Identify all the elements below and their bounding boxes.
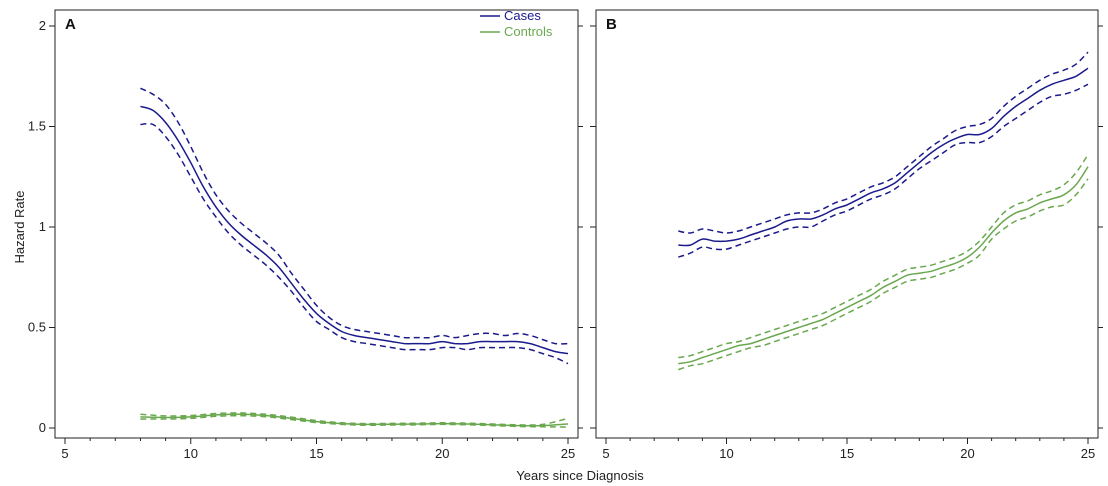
x-tick-label: 20 xyxy=(960,446,974,461)
series-line-cases-upper-ci xyxy=(140,87,569,345)
series-line-cases xyxy=(140,105,569,355)
series-line-cases-lower-ci xyxy=(678,83,1089,258)
x-tick-label: 20 xyxy=(435,446,449,461)
series-line-controls xyxy=(140,413,569,427)
panel-b: B 5 10 15 20 25 xyxy=(590,9,1103,461)
plot-frame xyxy=(54,9,579,439)
x-tick-label: 5 xyxy=(61,446,68,461)
series-line-controls-lower-ci xyxy=(140,414,569,428)
x-tick-label: 25 xyxy=(561,446,575,461)
y-axis-title: Hazard Rate xyxy=(12,191,27,264)
legend-label: Controls xyxy=(504,24,553,39)
x-tick-label: 5 xyxy=(602,446,609,461)
x-tick-label: 25 xyxy=(1081,446,1095,461)
y-tick-label: 1 xyxy=(39,219,46,234)
y-tick-label: 0 xyxy=(39,420,46,435)
series-line-cases xyxy=(678,67,1089,247)
series-line-controls-upper-ci xyxy=(140,412,569,426)
legend-label: Cases xyxy=(504,8,541,23)
x-tick-label: 15 xyxy=(309,446,323,461)
series-line-cases-lower-ci xyxy=(140,122,569,365)
panel-label: B xyxy=(606,16,617,33)
y-tick-label: 2 xyxy=(39,18,46,33)
x-tick-label: 10 xyxy=(184,446,198,461)
series-line-controls-lower-ci xyxy=(678,178,1089,371)
plot-frame xyxy=(595,9,1099,439)
series-line-controls xyxy=(678,166,1089,365)
series-line-controls-upper-ci xyxy=(678,154,1089,359)
x-tick-label: 15 xyxy=(840,446,854,461)
x-axis-title: Years since Diagnosis xyxy=(516,468,644,483)
x-tick-label: 10 xyxy=(719,446,733,461)
panel-label: A xyxy=(65,16,76,33)
series-line-cases-upper-ci xyxy=(678,51,1089,234)
y-tick-label: 0.5 xyxy=(28,320,46,335)
y-tick-label: 1.5 xyxy=(28,119,46,134)
